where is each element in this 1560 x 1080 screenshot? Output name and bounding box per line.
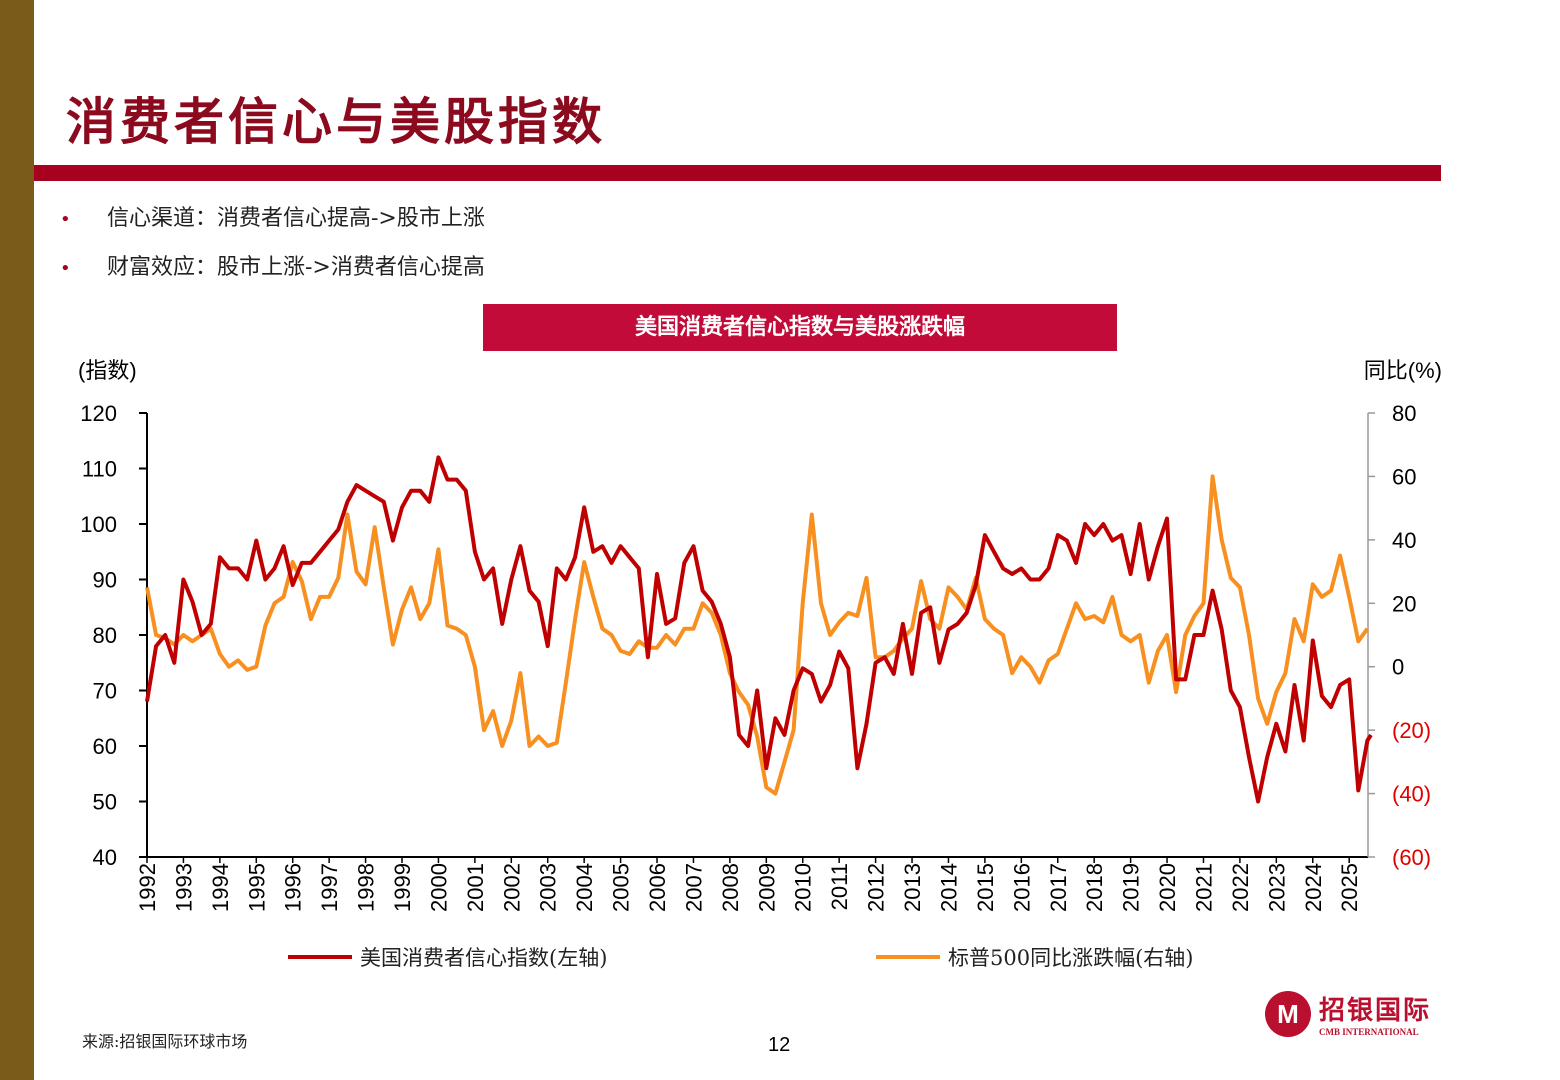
logo-text: 招银国际: [1319, 996, 1432, 1026]
right-tick-label: 60: [1392, 464, 1416, 489]
x-tick-label: 2018: [1082, 863, 1107, 912]
bullet-item: • 财富效应：股市上涨->消费者信心提高: [60, 249, 485, 281]
x-tick-label: 2007: [681, 863, 706, 912]
left-tick-label: 50: [93, 790, 117, 815]
x-tick-label: 2001: [463, 863, 488, 912]
x-tick-label: 2020: [1155, 863, 1180, 912]
left-tick-label: 90: [93, 568, 117, 593]
x-tick-label: 2012: [864, 863, 889, 912]
x-tick-label: 1999: [390, 863, 415, 912]
sp500-yoy-line: [145, 474, 1370, 796]
logo-mark-icon: M: [1265, 990, 1311, 1037]
x-tick-label: 2022: [1228, 863, 1253, 912]
left-tick-label: 60: [93, 734, 117, 759]
left-tick-label: 40: [93, 845, 117, 870]
x-tick-label: 2000: [426, 863, 451, 912]
x-tick-label: 2023: [1264, 863, 1289, 912]
right-tick-label: (60): [1392, 845, 1431, 870]
bullet-text: 财富效应：股市上涨->消费者信心提高: [107, 255, 485, 280]
legend-item-sp500: 标普500同比涨跌幅(右轴): [876, 942, 1193, 972]
bullet-item: • 信心渠道：消费者信心提高->股市上涨: [60, 200, 485, 232]
source-note: 来源:招银国际环球市场: [82, 1032, 248, 1051]
legend-label: 标普500同比涨跌幅(右轴): [948, 946, 1194, 970]
left-tick-label: 100: [80, 512, 117, 537]
x-tick-label: 2004: [572, 863, 597, 912]
x-tick-label: 1998: [354, 863, 379, 912]
left-tick-label: 120: [80, 401, 117, 426]
bullet-icon: •: [60, 258, 71, 279]
x-tick-label: 2019: [1119, 863, 1144, 912]
slide-title: 消费者信心与美股指数: [66, 92, 606, 151]
x-tick-label: 2025: [1337, 863, 1362, 912]
left-tick-label: 80: [93, 623, 117, 648]
x-tick-label: 2003: [536, 863, 561, 912]
x-tick-label: 2009: [754, 863, 779, 912]
x-tick-label: 2006: [645, 863, 670, 912]
legend-swatch: [288, 955, 352, 959]
logo-subtext: CMB INTERNATIONAL: [1319, 1027, 1419, 1037]
right-tick-label: 80: [1392, 401, 1416, 426]
right-tick-label: 0: [1392, 655, 1404, 680]
x-tick-label: 2024: [1301, 863, 1326, 912]
bullet-text: 信心渠道：消费者信心提高->股市上涨: [107, 206, 485, 231]
x-tick-label: 2016: [1009, 863, 1034, 912]
x-tick-label: 2021: [1191, 863, 1216, 912]
x-tick-label: 2010: [791, 863, 816, 912]
x-tick-label: 1994: [208, 863, 233, 912]
x-tick-label: 1992: [135, 863, 160, 912]
legend-label: 美国消费者信心指数(左轴): [360, 946, 608, 970]
right-tick-label: 20: [1392, 591, 1416, 616]
legend-swatch: [876, 955, 940, 959]
left-tick-label: 70: [93, 679, 117, 704]
bullet-icon: •: [60, 209, 71, 230]
right-tick-label: 40: [1392, 528, 1416, 553]
right-tick-label: (40): [1392, 782, 1431, 807]
logo: M 招银国际 CMB INTERNATIONAL: [1265, 990, 1431, 1037]
sidebar-band: [0, 0, 34, 1080]
x-tick-label: 1993: [171, 863, 196, 912]
x-tick-label: 1995: [244, 863, 269, 912]
right-tick-label: (20): [1392, 718, 1431, 743]
left-tick-label: 110: [82, 457, 117, 482]
x-tick-label: 2011: [827, 863, 852, 910]
chart-title: 美国消费者信心指数与美股涨跌幅: [483, 304, 1117, 351]
x-tick-label: 2008: [718, 863, 743, 912]
x-tick-label: 2002: [499, 863, 524, 912]
x-tick-label: 2014: [936, 863, 961, 912]
x-tick-label: 1997: [317, 863, 342, 912]
x-tick-label: 2017: [1046, 863, 1071, 912]
legend-item-confidence: 美国消费者信心指数(左轴): [288, 942, 607, 972]
title-divider: [34, 165, 1441, 181]
x-tick-label: 2005: [609, 863, 634, 912]
x-tick-label: 2013: [900, 863, 925, 912]
page-number: 12: [768, 1034, 791, 1056]
x-tick-label: 2015: [973, 863, 998, 912]
left-axis-label: (指数): [78, 358, 137, 383]
x-tick-label: 1996: [281, 863, 306, 912]
right-axis-label: 同比(%): [1364, 358, 1442, 383]
confidence-index-line: [145, 455, 1373, 804]
